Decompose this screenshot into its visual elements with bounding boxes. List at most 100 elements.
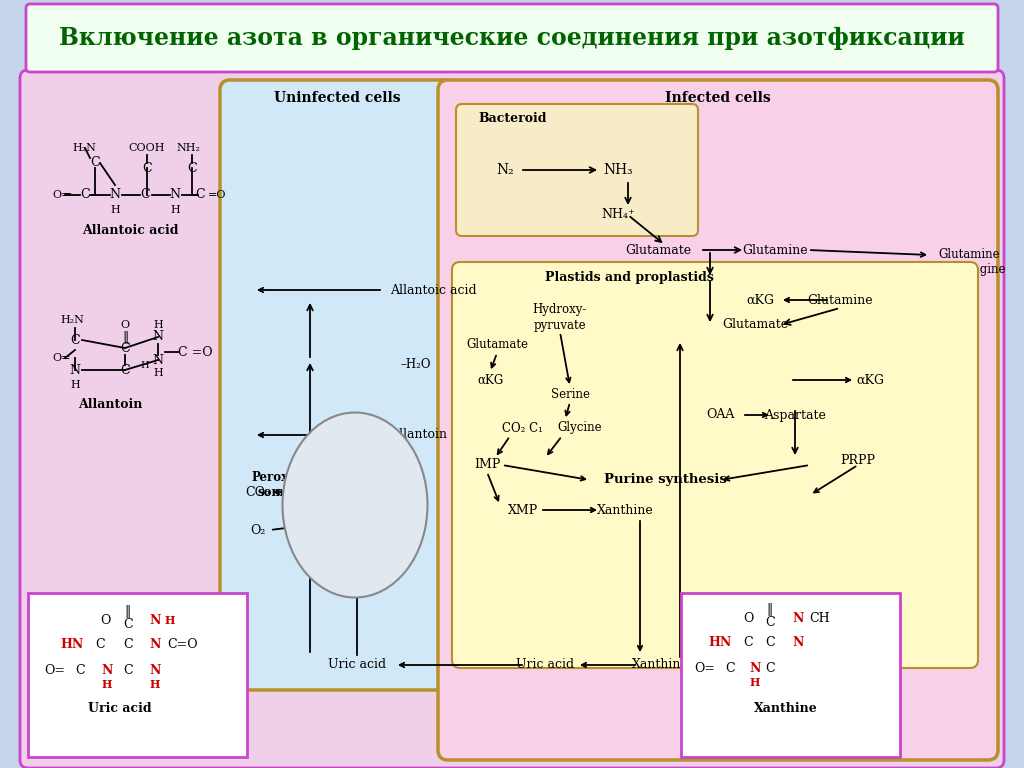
FancyBboxPatch shape (28, 593, 247, 757)
Ellipse shape (283, 412, 427, 598)
Text: Peroxi-
some: Peroxi- some (252, 471, 298, 499)
Text: Glutamine: Glutamine (807, 293, 872, 306)
Text: N: N (153, 353, 164, 366)
Text: Uninfected cells: Uninfected cells (273, 91, 400, 105)
Text: C: C (765, 637, 775, 650)
Text: Plastids and proplastids: Plastids and proplastids (545, 272, 714, 284)
Text: OAA: OAA (706, 409, 734, 422)
Text: Infected cells: Infected cells (666, 91, 771, 105)
Text: C: C (123, 664, 133, 677)
Text: Xanthine: Xanthine (597, 504, 653, 517)
Text: Allantoic acid: Allantoic acid (390, 283, 476, 296)
Text: O=: O= (52, 190, 71, 200)
Text: O=: O= (52, 353, 71, 363)
Text: CH: CH (810, 611, 830, 624)
Text: N: N (793, 611, 804, 624)
FancyBboxPatch shape (20, 70, 1004, 768)
FancyBboxPatch shape (220, 80, 455, 690)
Text: Bacteroid: Bacteroid (478, 111, 547, 124)
Text: N: N (170, 188, 180, 201)
Text: αKG: αKG (477, 373, 503, 386)
FancyBboxPatch shape (438, 80, 998, 760)
Text: C: C (765, 617, 775, 630)
Text: N: N (101, 664, 113, 677)
Text: H: H (750, 677, 760, 688)
Text: C: C (140, 188, 150, 201)
Text: H: H (70, 380, 80, 390)
Text: C: C (95, 638, 104, 651)
Text: Uric acid: Uric acid (88, 701, 152, 714)
Text: N₂: N₂ (496, 163, 514, 177)
Text: N: N (150, 638, 161, 651)
Text: ‖: ‖ (124, 605, 130, 618)
Text: Purine synthesis: Purine synthesis (603, 474, 726, 486)
Text: Hydroxy-: Hydroxy- (532, 303, 587, 316)
Text: HN: HN (60, 638, 84, 651)
Text: αKG: αKG (856, 373, 884, 386)
Text: H₂N: H₂N (60, 315, 84, 325)
Text: C =O: C =O (178, 346, 213, 359)
Text: C: C (123, 618, 133, 631)
Text: H: H (165, 614, 175, 625)
Text: HN: HN (709, 637, 731, 650)
Text: –H₂O: –H₂O (400, 359, 430, 372)
Text: O=: O= (44, 664, 66, 677)
Text: Uric acid: Uric acid (516, 658, 574, 671)
Text: Asparagine: Asparagine (938, 263, 1006, 276)
Text: H₂N: H₂N (72, 143, 96, 153)
Text: Allantoin: Allantoin (78, 399, 142, 412)
Text: C: C (743, 637, 753, 650)
Text: H: H (170, 205, 180, 215)
Text: Allantoin: Allantoin (390, 429, 447, 442)
Text: CO₂: CO₂ (246, 485, 270, 498)
Text: H: H (140, 360, 148, 369)
Text: H: H (150, 680, 160, 690)
Text: ‖: ‖ (767, 604, 773, 617)
Text: XMP: XMP (508, 504, 539, 517)
Text: N: N (110, 188, 121, 201)
Text: Glutamate: Glutamate (722, 319, 788, 332)
Text: C: C (71, 333, 80, 346)
Text: O=: O= (694, 661, 716, 674)
Text: NH₃: NH₃ (603, 163, 633, 177)
Text: ‖: ‖ (122, 330, 128, 343)
Text: C: C (80, 188, 90, 201)
Text: Glutamine: Glutamine (938, 249, 999, 261)
Text: O₂: O₂ (250, 524, 265, 537)
Text: Xanthine: Xanthine (632, 658, 688, 671)
Text: C: C (120, 363, 130, 376)
Text: H: H (154, 320, 163, 330)
Text: NH₄⁺: NH₄⁺ (601, 208, 635, 221)
Text: Включение азота в органические соединения при азотфиксации: Включение азота в органические соединени… (59, 26, 965, 50)
Text: C: C (187, 161, 197, 174)
Text: N: N (150, 614, 161, 627)
FancyBboxPatch shape (456, 104, 698, 236)
Text: H: H (111, 205, 120, 215)
Text: pyruvate: pyruvate (534, 319, 587, 332)
Text: C: C (120, 342, 130, 355)
Text: Aspartate: Aspartate (764, 409, 826, 422)
Text: C: C (142, 161, 152, 174)
Text: Glutamine: Glutamine (742, 243, 808, 257)
Text: C: C (90, 157, 99, 170)
Text: O: O (742, 611, 754, 624)
Text: C: C (765, 661, 775, 674)
Text: IMP: IMP (474, 458, 500, 472)
FancyBboxPatch shape (452, 262, 978, 668)
Text: Serine: Serine (551, 389, 590, 402)
Text: Allantoic acid: Allantoic acid (82, 223, 178, 237)
Text: NH₂: NH₂ (176, 143, 200, 153)
Text: O: O (121, 320, 130, 330)
Text: αKG: αKG (746, 293, 774, 306)
Text: Glutamate: Glutamate (466, 339, 528, 352)
FancyBboxPatch shape (681, 593, 900, 757)
Text: =: = (63, 190, 73, 200)
Text: N: N (793, 637, 804, 650)
Text: N: N (750, 661, 761, 674)
Text: Allantoin: Allantoin (330, 485, 381, 495)
Text: O: O (99, 614, 111, 627)
Text: Xanthine: Xanthine (754, 701, 818, 714)
Text: C: C (725, 661, 735, 674)
Text: Uric acid: Uric acid (328, 658, 386, 671)
Text: C=O: C=O (168, 638, 199, 651)
